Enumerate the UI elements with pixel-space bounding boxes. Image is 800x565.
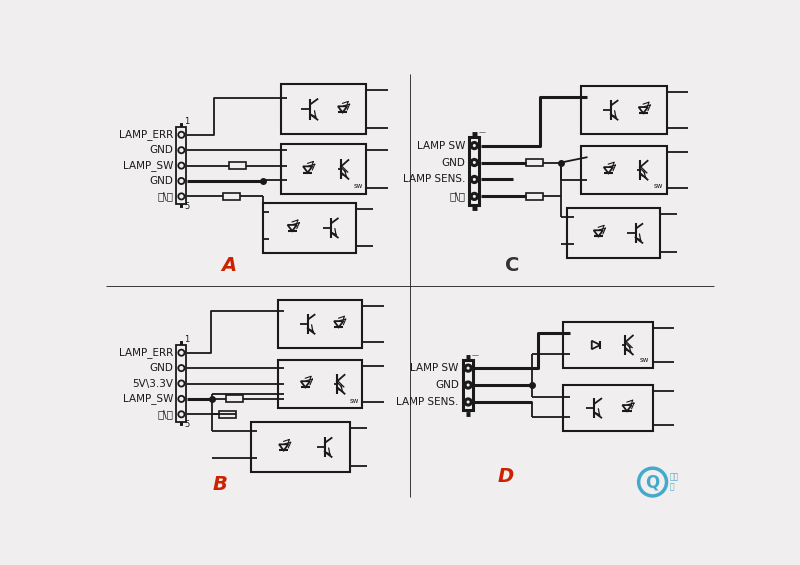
Bar bbox=[278, 360, 362, 408]
Text: C: C bbox=[506, 256, 520, 275]
Text: LAMP SW: LAMP SW bbox=[417, 141, 465, 150]
Text: Q: Q bbox=[646, 473, 660, 491]
Text: 5: 5 bbox=[185, 420, 190, 429]
Text: GND: GND bbox=[150, 363, 174, 373]
Text: LAMP_ERR: LAMP_ERR bbox=[119, 347, 174, 358]
Bar bbox=[470, 137, 479, 205]
Text: 5V\3.3V: 5V\3.3V bbox=[133, 379, 174, 389]
Bar bbox=[463, 360, 473, 410]
Bar bbox=[281, 144, 366, 194]
Text: GND: GND bbox=[150, 176, 174, 186]
Text: 1: 1 bbox=[185, 118, 190, 127]
Text: sw: sw bbox=[354, 184, 362, 189]
Bar bbox=[563, 322, 653, 368]
Text: 矿泉
源: 矿泉 源 bbox=[670, 472, 679, 492]
Text: LAMP SW: LAMP SW bbox=[410, 363, 459, 373]
Text: B: B bbox=[212, 475, 227, 494]
Text: sw: sw bbox=[654, 184, 663, 189]
Text: LAMP SENS.: LAMP SENS. bbox=[397, 397, 459, 407]
Text: GND: GND bbox=[435, 380, 459, 390]
Text: —: — bbox=[478, 129, 485, 136]
Bar bbox=[281, 84, 366, 134]
Bar bbox=[526, 193, 543, 200]
Text: D: D bbox=[498, 467, 514, 486]
Bar bbox=[582, 85, 666, 134]
Bar bbox=[176, 127, 186, 204]
Text: 5: 5 bbox=[185, 202, 190, 211]
Bar bbox=[278, 299, 362, 348]
Text: 1: 1 bbox=[185, 335, 190, 344]
Text: 高\低: 高\低 bbox=[449, 192, 465, 201]
Bar bbox=[219, 411, 237, 418]
Bar bbox=[262, 202, 356, 253]
Bar bbox=[526, 159, 543, 166]
Text: LAMP_ERR: LAMP_ERR bbox=[119, 129, 174, 140]
Bar bbox=[223, 193, 240, 200]
Bar bbox=[229, 162, 246, 169]
Bar bbox=[563, 385, 653, 431]
Bar bbox=[567, 208, 660, 258]
Text: A: A bbox=[222, 256, 237, 275]
Text: LAMP_SW: LAMP_SW bbox=[123, 160, 174, 171]
Text: 高\低: 高\低 bbox=[158, 409, 174, 419]
Text: —: — bbox=[472, 352, 479, 358]
Text: 高\低: 高\低 bbox=[158, 192, 174, 201]
Text: GND: GND bbox=[150, 145, 174, 155]
Bar bbox=[582, 146, 666, 194]
Bar bbox=[226, 396, 242, 402]
Text: GND: GND bbox=[441, 158, 465, 167]
Text: sw: sw bbox=[350, 398, 359, 403]
Text: LAMP SENS.: LAMP SENS. bbox=[402, 175, 465, 184]
Text: LAMP_SW: LAMP_SW bbox=[123, 393, 174, 405]
Bar bbox=[176, 345, 186, 422]
Bar bbox=[251, 422, 350, 472]
Text: sw: sw bbox=[640, 358, 650, 363]
